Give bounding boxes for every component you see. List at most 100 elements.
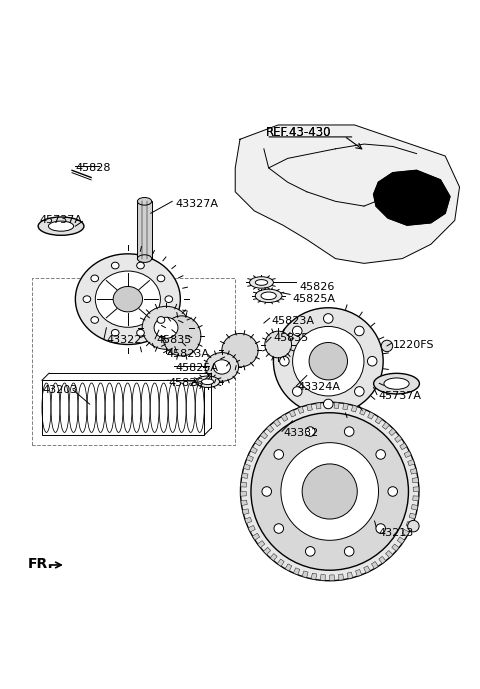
- Polygon shape: [277, 559, 284, 566]
- Polygon shape: [274, 420, 281, 426]
- Ellipse shape: [408, 520, 419, 532]
- Text: 43322: 43322: [107, 335, 142, 344]
- Polygon shape: [397, 537, 405, 544]
- Polygon shape: [242, 509, 249, 515]
- Polygon shape: [241, 473, 248, 478]
- Ellipse shape: [293, 327, 364, 396]
- Ellipse shape: [305, 546, 315, 556]
- Ellipse shape: [324, 399, 333, 409]
- Polygon shape: [404, 451, 411, 457]
- Ellipse shape: [305, 426, 315, 436]
- Ellipse shape: [355, 387, 364, 396]
- Ellipse shape: [96, 271, 160, 327]
- Ellipse shape: [137, 255, 152, 263]
- Ellipse shape: [292, 326, 302, 336]
- Ellipse shape: [83, 296, 91, 302]
- Text: 45823A: 45823A: [271, 316, 314, 326]
- Ellipse shape: [251, 413, 408, 570]
- Polygon shape: [240, 482, 247, 487]
- Polygon shape: [351, 405, 357, 412]
- Polygon shape: [343, 403, 348, 410]
- Polygon shape: [334, 402, 339, 409]
- Text: FR.: FR.: [28, 557, 53, 571]
- Ellipse shape: [250, 277, 274, 288]
- Text: REF.43-430: REF.43-430: [266, 125, 332, 138]
- Ellipse shape: [240, 402, 419, 581]
- Polygon shape: [245, 517, 252, 524]
- Polygon shape: [347, 572, 353, 579]
- Polygon shape: [408, 460, 415, 466]
- Ellipse shape: [163, 316, 201, 356]
- Polygon shape: [382, 422, 389, 429]
- Polygon shape: [320, 575, 325, 581]
- Text: 45828: 45828: [75, 163, 111, 173]
- Bar: [42, 380, 204, 435]
- Ellipse shape: [281, 442, 379, 540]
- Ellipse shape: [48, 221, 73, 232]
- Ellipse shape: [265, 331, 291, 358]
- Polygon shape: [389, 429, 396, 435]
- Polygon shape: [395, 435, 402, 442]
- Ellipse shape: [91, 317, 98, 323]
- Polygon shape: [250, 447, 257, 453]
- Ellipse shape: [345, 426, 354, 436]
- Ellipse shape: [137, 263, 144, 269]
- Ellipse shape: [142, 307, 190, 349]
- Ellipse shape: [367, 356, 377, 366]
- Polygon shape: [392, 544, 399, 551]
- Polygon shape: [385, 551, 393, 558]
- Polygon shape: [412, 477, 419, 483]
- Ellipse shape: [376, 450, 385, 460]
- Polygon shape: [270, 553, 277, 561]
- Polygon shape: [356, 569, 362, 577]
- Ellipse shape: [75, 254, 180, 344]
- Ellipse shape: [213, 360, 230, 374]
- Ellipse shape: [137, 329, 144, 336]
- Polygon shape: [302, 571, 308, 577]
- Ellipse shape: [280, 356, 289, 366]
- Ellipse shape: [157, 317, 165, 323]
- Polygon shape: [316, 403, 321, 409]
- Polygon shape: [281, 414, 288, 422]
- Polygon shape: [413, 496, 419, 501]
- Polygon shape: [293, 568, 300, 575]
- Polygon shape: [285, 564, 292, 571]
- Ellipse shape: [196, 376, 219, 387]
- Ellipse shape: [111, 263, 119, 269]
- Ellipse shape: [355, 326, 364, 336]
- Ellipse shape: [205, 353, 239, 381]
- Polygon shape: [240, 491, 246, 496]
- Ellipse shape: [384, 378, 409, 389]
- Polygon shape: [400, 443, 407, 450]
- Text: 45823A: 45823A: [166, 349, 209, 359]
- Text: 45825A: 45825A: [292, 294, 336, 304]
- Polygon shape: [402, 529, 409, 536]
- Polygon shape: [264, 547, 271, 555]
- Polygon shape: [411, 504, 418, 510]
- Ellipse shape: [345, 546, 354, 556]
- Polygon shape: [243, 464, 250, 470]
- Polygon shape: [248, 526, 255, 532]
- Polygon shape: [375, 417, 382, 424]
- Polygon shape: [258, 541, 265, 548]
- Polygon shape: [255, 439, 262, 446]
- Ellipse shape: [274, 308, 383, 415]
- Text: 45835: 45835: [274, 333, 309, 343]
- Ellipse shape: [91, 275, 98, 282]
- Polygon shape: [246, 455, 253, 462]
- Ellipse shape: [165, 296, 173, 302]
- Ellipse shape: [113, 287, 143, 312]
- Text: 43213: 43213: [378, 528, 414, 538]
- Polygon shape: [330, 575, 335, 581]
- Ellipse shape: [373, 373, 420, 394]
- Ellipse shape: [381, 340, 393, 351]
- Ellipse shape: [274, 524, 284, 533]
- Ellipse shape: [376, 524, 385, 533]
- Text: REF.43-430: REF.43-430: [266, 125, 332, 138]
- Text: 45737A: 45737A: [378, 391, 421, 401]
- Polygon shape: [368, 412, 374, 419]
- Bar: [137, 201, 152, 258]
- Polygon shape: [413, 487, 419, 491]
- Polygon shape: [311, 573, 317, 579]
- Text: 1220FS: 1220FS: [393, 340, 434, 349]
